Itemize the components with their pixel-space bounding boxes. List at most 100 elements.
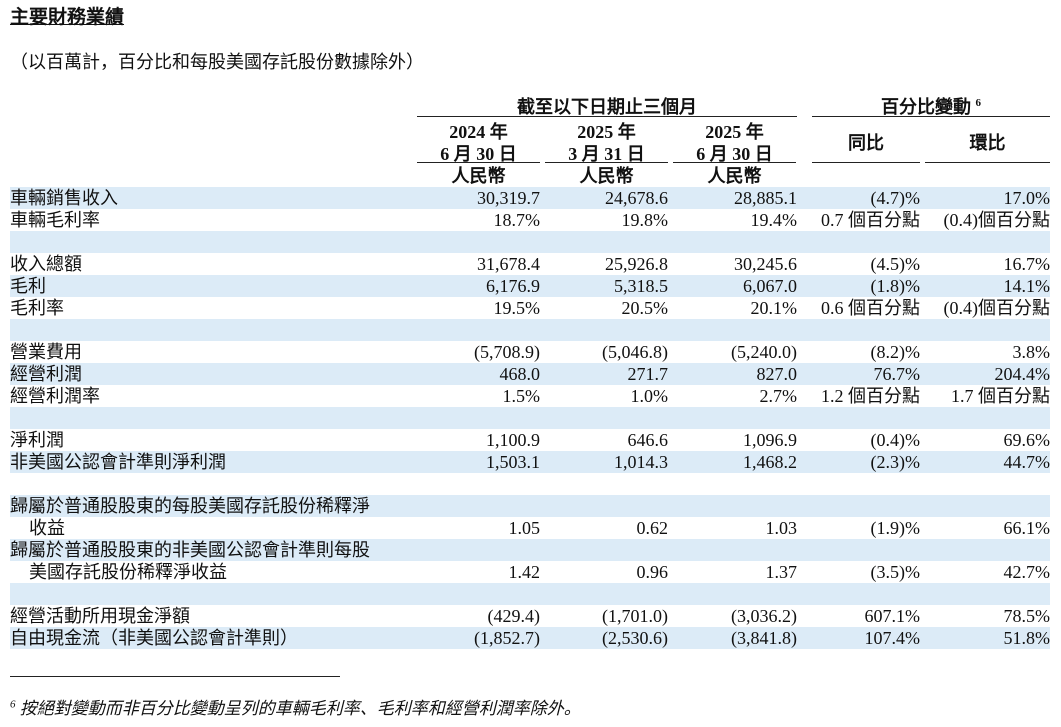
group-header: 截至以下日期止三個月 [417,93,797,119]
note-marker: 6 [975,97,982,109]
change-header-text: 百分比變動 [881,97,971,117]
value-cell: 5,318.5 [614,276,668,296]
value-cell: 1,014.3 [614,452,668,472]
value-cell: 1.0% [630,386,669,406]
value-cell: 1.5% [502,386,541,406]
value-cell: (5,240.0) [731,342,797,362]
value-cell: 1,096.9 [743,430,797,450]
subtitle: （以百萬計，百分比和每股美國存託股份數據除外） [10,52,424,72]
value-cell: (3,841.8) [731,628,797,648]
value-cell: 30,319.7 [477,188,540,208]
value-cell: 1,100.9 [486,430,540,450]
footnote-marker: 6 [10,698,16,711]
column-date: 3 月 31 日 [568,144,645,164]
footnote: 6 按絕對變動而非百分比變動呈列的車輛毛利率、毛利率和經營利潤率除外。 [10,694,581,719]
value-cell: 51.8% [1003,628,1051,648]
value-cell: 42.7% [1003,562,1051,582]
row-label: 非美國公認會計準則淨利潤 [10,452,226,472]
value-cell: 271.7 [627,364,669,384]
row-label: 收益 [29,518,65,538]
row-shade [10,539,1050,561]
value-cell: (0.4)個百分點 [943,210,1051,230]
value-cell: (0.4)個百分點 [943,298,1051,318]
row-label: 營業費用 [10,342,82,362]
row-shade [10,275,1050,297]
row-shade [10,319,1050,341]
value-cell: (4.7)% [870,188,920,208]
title: 主要財務業績 [10,7,125,28]
row-shade [10,627,1050,649]
value-cell: (8.2)% [870,342,920,362]
footnote-text: 按絕對變動而非百分比變動呈列的車輛毛利率、毛利率和經營利潤率除外。 [19,699,581,718]
value-cell: 107.4% [864,628,921,648]
value-cell: 78.5% [1003,606,1051,626]
value-cell: 1.42 [508,562,541,582]
column-year: 2024 年 [449,122,508,142]
row-label: 車輛毛利率 [10,210,100,230]
value-cell: 0.62 [636,518,669,538]
value-cell: (1.9)% [870,518,920,538]
row-shade [10,495,1050,517]
value-cell: 28,885.1 [734,188,797,208]
value-cell: 1.03 [765,518,798,538]
change-header: 百分比變動 6 [812,93,1050,119]
value-cell: 17.0% [1003,188,1051,208]
value-cell: 1.37 [765,562,798,582]
rule [673,162,796,163]
value-cell: 18.7% [493,210,541,230]
value-cell: 1,468.2 [743,452,797,472]
column-currency: 人民幣 [707,166,762,186]
value-cell: (1,701.0) [602,606,668,626]
value-cell: (3.5)% [870,562,920,582]
row-label: 淨利潤 [10,430,64,450]
value-cell: (429.4) [487,606,541,626]
rule [812,162,920,163]
column-currency: 人民幣 [451,166,506,186]
value-cell: (2,530.6) [602,628,668,648]
rule [417,116,797,117]
value-cell: (5,046.8) [602,342,668,362]
value-cell: (3,036.2) [731,606,797,626]
row-label: 毛利 [10,276,46,296]
row-label: 自由現金流（非美國公認會計準則） [10,628,298,648]
value-cell: 44.7% [1003,452,1051,472]
column-date: 6 月 30 日 [696,144,773,164]
value-cell: 468.0 [499,364,541,384]
value-cell: 3.8% [1012,342,1051,362]
value-cell: 1.2 個百分點 [821,386,920,406]
row-shade [10,187,1050,209]
value-cell: 1,503.1 [486,452,540,472]
value-cell: (4.5)% [870,254,920,274]
column-date: 6 月 30 日 [440,144,517,164]
change-column: 環比 [969,133,1006,153]
rule [545,162,668,163]
value-cell: 0.6 個百分點 [821,298,920,318]
value-cell: 19.8% [621,210,669,230]
row-label: 歸屬於普通股股東的非美國公認會計準則每股 [10,540,370,560]
row-label: 收入總額 [10,254,82,274]
value-cell: 19.4% [750,210,798,230]
value-cell: 24,678.6 [605,188,668,208]
rule [417,162,540,163]
change-column: 同比 [848,133,884,153]
value-cell: 30,245.6 [734,254,797,274]
value-cell: 19.5% [493,298,541,318]
value-cell: 16.7% [1003,254,1051,274]
value-cell: 20.5% [621,298,669,318]
value-cell: 607.1% [864,606,921,626]
row-shade [10,407,1050,429]
value-cell: 25,926.8 [605,254,668,274]
value-cell: 2.7% [759,386,798,406]
value-cell: 0.7 個百分點 [821,210,920,230]
value-cell: (5,708.9) [474,342,540,362]
row-shade [10,363,1050,385]
column-year: 2025 年 [577,122,636,142]
row-shade [10,583,1050,605]
row-shade [10,451,1050,473]
value-cell: 66.1% [1003,518,1051,538]
value-cell: 827.0 [756,364,798,384]
column-currency: 人民幣 [579,166,634,186]
rule [812,116,1050,117]
footnote-rule [10,676,340,677]
